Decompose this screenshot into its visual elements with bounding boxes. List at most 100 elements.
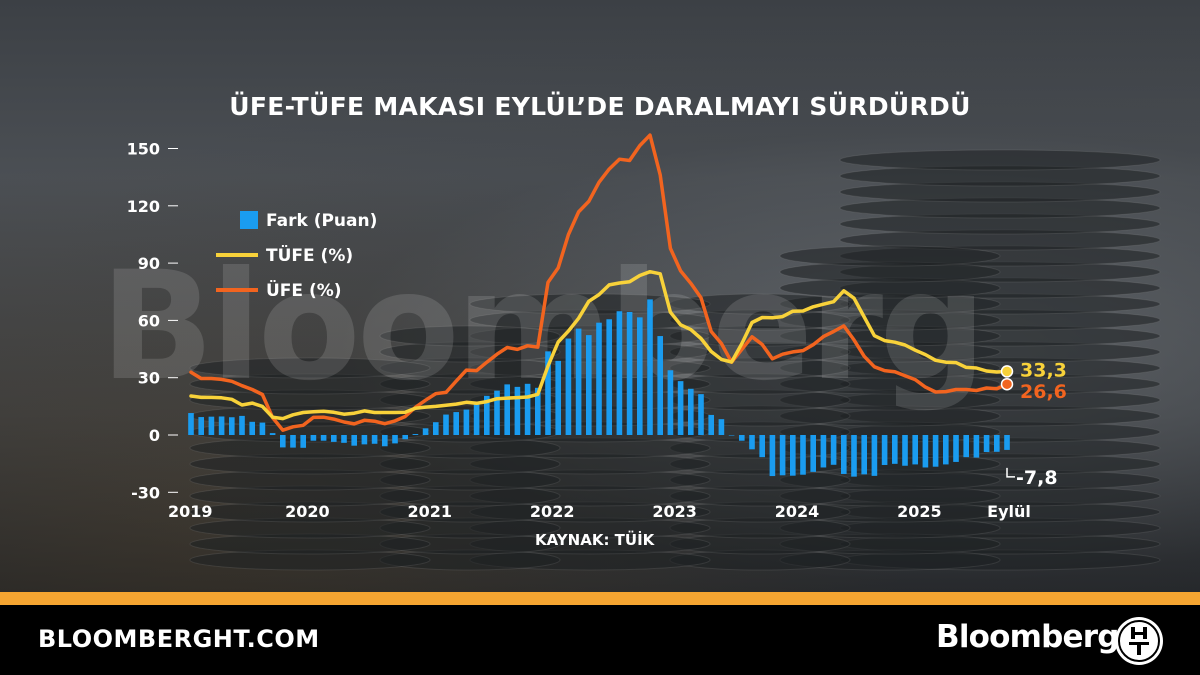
fark-bar: [973, 435, 980, 458]
fark-bar: [902, 435, 908, 466]
fark-bar: [545, 351, 551, 435]
chart-title: ÜFE-TÜFE MAKASI EYLÜL’DE DARALMAYI SÜRDÜ…: [229, 92, 971, 121]
fark-bar: [636, 317, 643, 435]
fark-bar: [320, 435, 327, 441]
x-tick-label: 2025: [897, 502, 942, 521]
footer-site-link[interactable]: BLOOMBERGHT.COM: [38, 625, 320, 653]
fark-bar: [432, 422, 439, 435]
fark-bar: [524, 383, 531, 435]
tufe-end-marker: [1000, 365, 1014, 378]
fark-bar: [738, 435, 745, 441]
end-annotations: 33,326,6 -7,8: [1000, 359, 1067, 489]
fark-bar: [371, 435, 378, 444]
fark-bar: [881, 435, 888, 465]
fark-bar: [596, 322, 602, 435]
fark-bar: [1004, 435, 1010, 450]
tufe-line: [189, 269, 1009, 421]
fark-bar: [861, 435, 868, 475]
fark-bar: [932, 435, 939, 467]
fark-bar: [922, 435, 929, 468]
fark-bar: [759, 435, 766, 458]
source-note: KAYNAK: TÜİK: [535, 531, 655, 549]
fark-bar: [942, 435, 949, 465]
fark-bar: [687, 388, 694, 435]
fark-bar: [647, 299, 653, 435]
orange-band: [0, 592, 1200, 605]
footer-bar: BLOOMBERGHT.COM Bloomberg: [0, 605, 1200, 675]
series-lines: [189, 133, 1009, 432]
fark-bar: [208, 416, 215, 435]
x-tick-label: 2024: [775, 502, 820, 521]
fark-end-label: -7,8: [1016, 467, 1058, 489]
fark-bar: [820, 435, 827, 468]
fark-bar: [840, 435, 847, 474]
chart: 150 120 90 60 30 0 -30 2019 2020 2021 2022 2023 202…: [127, 133, 1067, 521]
fark-bar: [218, 416, 225, 435]
y-tick-label: -30: [131, 483, 160, 502]
ufe-end-marker: [1000, 377, 1014, 391]
ufe-end-label: 26,6: [1020, 381, 1067, 403]
legend-label: ÜFE (%): [266, 279, 342, 301]
x-tick-label: 2021: [408, 502, 453, 521]
fark-bar: [290, 435, 296, 448]
fark-bar: [912, 435, 919, 465]
x-tick-label: 2023: [652, 502, 697, 521]
fark-bar: [993, 435, 1000, 452]
fark-bar: [381, 435, 388, 447]
fark-bar: [341, 435, 347, 443]
fark-bar: [565, 338, 572, 435]
fark-bar: [259, 422, 266, 435]
fark-bar: [667, 370, 674, 435]
fark-bar: [891, 435, 898, 464]
fark-bar: [453, 412, 460, 435]
background-photo: [0, 0, 1200, 592]
fark-bar: [871, 435, 878, 476]
fark-bar: [800, 435, 806, 475]
fark-bar: [473, 402, 480, 435]
x-tick-label: 2019: [168, 502, 213, 521]
fark-bar: [228, 417, 235, 435]
fark-bar: [963, 435, 970, 458]
legend-label: Fark (Puan): [266, 211, 377, 231]
x-tick-label: Eylül: [987, 502, 1031, 521]
fark-bar: [953, 435, 959, 462]
fark-bar: [657, 336, 664, 435]
ht-logo-icon: [1115, 617, 1163, 665]
fark-bar: [708, 414, 715, 435]
tufe-end-label: 33,3: [1020, 359, 1067, 381]
fark-bar: [269, 433, 276, 435]
fark-bar: [463, 409, 470, 435]
fark-bar: [851, 435, 857, 477]
fark-bar: [769, 435, 776, 477]
fark-bar: [616, 311, 623, 435]
y-tick-label: 30: [138, 369, 160, 388]
fark-bar: [392, 435, 398, 444]
fark-bar: [677, 381, 684, 435]
fark-bar: [626, 311, 633, 435]
fark-bar: [749, 435, 755, 450]
legend: Fark (Puan) TÜFE (%) ÜFE (%): [216, 211, 377, 301]
legend-swatch-bar: [240, 211, 258, 229]
fark-bar: [412, 434, 419, 435]
fark-bar: [249, 421, 256, 435]
fark-bar: [402, 435, 409, 440]
fark-bar: [188, 413, 194, 435]
fark-bar: [300, 435, 307, 448]
fark-bar: [789, 435, 796, 476]
fark-bar: [514, 386, 521, 435]
y-tick-label: 90: [138, 254, 160, 273]
y-tick-label: 150: [127, 140, 160, 159]
fark-bar: [534, 387, 541, 435]
y-tick-label: 120: [127, 197, 160, 216]
fark-bar: [310, 435, 317, 441]
y-tick-label: 0: [149, 426, 160, 445]
fark-bar: [698, 394, 704, 435]
fark-end-pointer: [1006, 467, 1015, 478]
fark-bar: [810, 435, 817, 472]
x-axis: 2019 2020 2021 2022 2023 2024 2025 Eylül: [168, 502, 1031, 521]
fark-bar: [279, 435, 286, 448]
y-tick-label: 60: [138, 311, 160, 330]
fark-bar: [830, 435, 837, 465]
fark-bar: [555, 360, 562, 435]
fark-bar: [239, 415, 245, 435]
